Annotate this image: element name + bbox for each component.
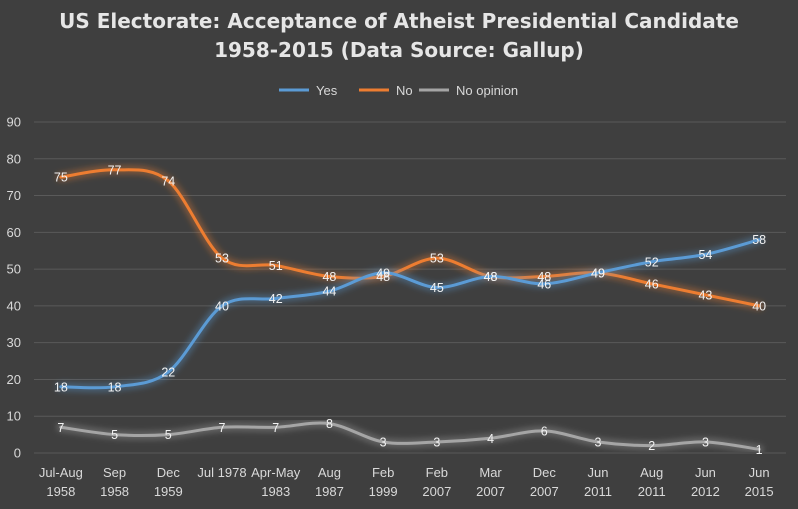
data-label-no-opinion: 7 [57, 421, 64, 435]
x-tick-label: 2007 [530, 484, 559, 499]
data-label-yes: 49 [376, 266, 390, 280]
x-tick-label: Mar [479, 465, 502, 480]
data-label-no: 74 [161, 174, 175, 188]
y-tick-label: 10 [7, 409, 21, 424]
y-tick-label: 60 [7, 225, 21, 240]
x-tick-label: 1983 [261, 484, 290, 499]
x-tick-label: Sep [103, 465, 126, 480]
data-label-no: 77 [108, 163, 122, 177]
x-tick-label: Aug [318, 465, 341, 480]
x-tick-label: Jun [588, 465, 609, 480]
data-label-no-opinion: 5 [165, 428, 172, 442]
chart-title: US Electorate: Acceptance of Atheist Pre… [59, 9, 739, 33]
y-axis: 0 10 20 30 40 50 60 70 80 90 [7, 115, 21, 461]
legend-label-no: No [396, 83, 413, 98]
data-label-yes: 22 [161, 366, 175, 380]
data-label-no-opinion: 7 [219, 421, 226, 435]
data-label-yes: 45 [430, 281, 444, 295]
x-tick-label: 2015 [745, 484, 774, 499]
data-label-no-opinion: 3 [380, 435, 387, 449]
x-tick-label: Dec [533, 465, 557, 480]
data-label-yes: 54 [698, 248, 712, 262]
data-label-yes: 49 [591, 266, 605, 280]
y-tick-label: 30 [7, 335, 21, 350]
data-label-no: 40 [752, 299, 766, 313]
data-label-yes: 18 [54, 380, 68, 394]
data-label-yes: 52 [645, 255, 659, 269]
x-tick-label: Feb [426, 465, 448, 480]
data-label-no: 48 [537, 270, 551, 284]
x-tick-label: 2012 [691, 484, 720, 499]
x-tick-label: 2011 [584, 484, 612, 499]
data-label-yes: 18 [108, 380, 122, 394]
y-tick-label: 50 [7, 262, 21, 277]
x-axis: Jul-Aug 1958 Sep 1958 Dec 1959 Jul 1978 Apr-May… [39, 465, 774, 499]
x-tick-label: Jul 1978 [197, 465, 246, 480]
x-tick-label: 2007 [422, 484, 451, 499]
data-label-yes: 42 [269, 292, 283, 306]
data-label-no-opinion: 8 [326, 417, 333, 431]
data-label-yes: 58 [752, 233, 766, 247]
x-tick-label: Dec [157, 465, 181, 480]
series-lines [56, 165, 764, 454]
x-tick-label: 1999 [369, 484, 398, 499]
data-label-yes: 40 [215, 299, 229, 313]
x-tick-label: Jul-Aug [39, 465, 83, 480]
series-yes-line [59, 238, 761, 390]
y-tick-label: 80 [7, 151, 21, 166]
legend-label-no-opinion: No opinion [456, 83, 518, 98]
data-label-yes: 44 [322, 285, 336, 299]
x-tick-label: 1959 [154, 484, 183, 499]
x-tick-label: 1958 [100, 484, 129, 499]
legend-label-yes: Yes [316, 83, 338, 98]
x-tick-label: Jun [695, 465, 716, 480]
y-tick-label: 0 [14, 446, 21, 461]
x-tick-label: Jun [749, 465, 770, 480]
y-tick-label: 40 [7, 298, 21, 313]
data-label-no: 46 [645, 277, 659, 291]
y-tick-label: 20 [7, 372, 21, 387]
chart-subtitle: 1958-2015 (Data Source: Gallup) [214, 38, 584, 62]
data-label-no: 48 [322, 270, 336, 284]
series-no-opinion-line [59, 421, 761, 451]
legend: Yes No No opinion [279, 83, 518, 98]
data-label-yes: 48 [484, 270, 498, 284]
data-label-no: 53 [215, 252, 229, 266]
x-tick-label: 2007 [476, 484, 505, 499]
data-label-no-opinion: 6 [541, 424, 548, 438]
y-tick-label: 70 [7, 188, 21, 203]
y-tick-label: 90 [7, 115, 21, 130]
data-label-no: 48 [376, 270, 390, 284]
data-label-no-opinion: 1 [756, 443, 763, 457]
data-label-no: 53 [430, 252, 444, 266]
data-label-no: 48 [484, 270, 498, 284]
x-tick-label: Aug [640, 465, 663, 480]
x-tick-label: 1987 [315, 484, 344, 499]
data-label-no-opinion: 3 [595, 435, 602, 449]
x-tick-label: Apr-May [251, 465, 301, 480]
data-label-no-opinion: 7 [272, 421, 279, 435]
x-tick-label: Feb [372, 465, 394, 480]
data-label-no-opinion: 2 [648, 439, 655, 453]
data-label-no-opinion: 3 [433, 435, 440, 449]
data-label-yes: 46 [537, 277, 551, 291]
data-labels: 18 18224042444945484649525458757774535148… [54, 163, 766, 457]
x-tick-label: 2011 [638, 484, 666, 499]
data-label-no: 51 [269, 259, 283, 273]
data-label-no-opinion: 3 [702, 435, 709, 449]
series-no-line [59, 168, 761, 308]
x-tick-label: 1958 [46, 484, 75, 499]
data-label-no: 43 [698, 288, 712, 302]
data-label-no-opinion: 4 [487, 432, 494, 446]
data-label-no: 49 [591, 266, 605, 280]
data-label-no: 75 [54, 171, 68, 185]
data-label-no-opinion: 5 [111, 428, 118, 442]
